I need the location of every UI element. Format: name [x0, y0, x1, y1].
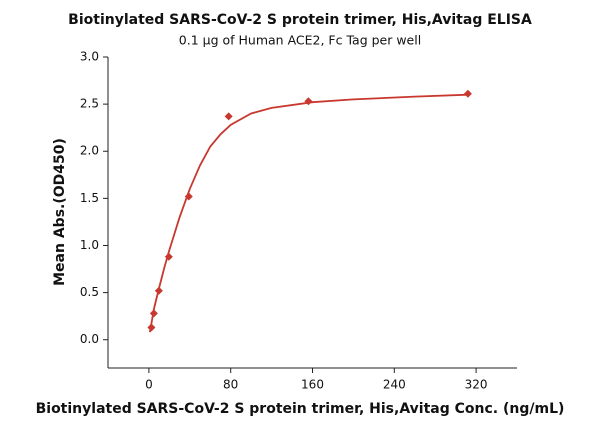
data-point: [463, 89, 472, 98]
data-point: [224, 112, 233, 121]
y-tick-label: 1.5: [80, 191, 99, 205]
y-tick-label: 0.5: [80, 285, 99, 299]
x-tick-label: 0: [145, 378, 153, 392]
y-tick-label: 0.0: [80, 332, 99, 346]
y-tick-label: 3.0: [80, 50, 99, 64]
y-tick-label: 1.0: [80, 238, 99, 252]
x-tick-label: 160: [301, 378, 324, 392]
chart-subtitle: 0.1 µg of Human ACE2, Fc Tag per well: [179, 33, 421, 48]
x-tick-label: 80: [223, 378, 238, 392]
y-axis-label: Mean Abs.(OD450): [52, 138, 68, 286]
data-point: [304, 97, 313, 106]
y-tick-label: 2.0: [80, 144, 99, 158]
y-tick-label: 2.5: [80, 97, 99, 111]
x-tick-label: 240: [383, 378, 406, 392]
x-tick-label: 320: [465, 378, 488, 392]
fit-curve: [149, 93, 468, 333]
x-axis-label: Biotinylated SARS-CoV-2 S protein trimer…: [36, 401, 565, 417]
chart-title: Biotinylated SARS-CoV-2 S protein trimer…: [68, 12, 532, 28]
